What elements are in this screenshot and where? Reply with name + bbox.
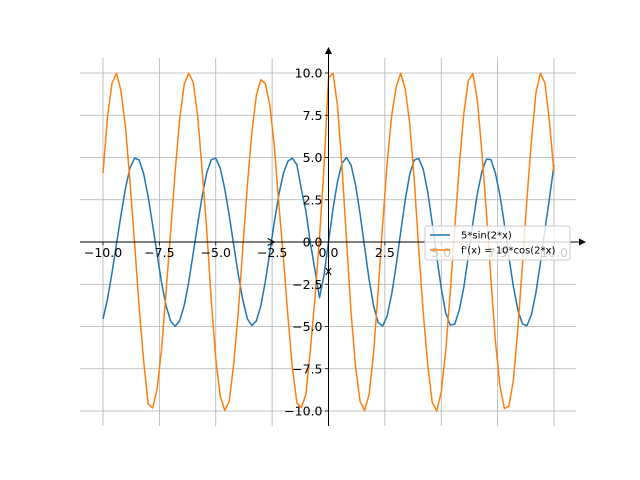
y-tick-label-1: −7.5 bbox=[292, 361, 322, 376]
legend-label-series-2: f'(x) = 10*cos(2*x) bbox=[461, 246, 555, 257]
legend-frame bbox=[424, 225, 571, 261]
x-axis-label: x bbox=[325, 263, 332, 278]
y-axis-arrow-icon bbox=[325, 47, 332, 54]
y-tick-label-4: 0.0 bbox=[303, 235, 323, 250]
x-tick-label-1: −7.5 bbox=[144, 245, 174, 260]
x-tick-label-0: −10.0 bbox=[84, 245, 122, 260]
x-tick-label-3: −2.5 bbox=[257, 245, 287, 260]
x-tick-label-2: −5.0 bbox=[201, 245, 231, 260]
y-tick-label-2: −5.0 bbox=[292, 319, 322, 334]
x-tick-label-5: 2.5 bbox=[375, 245, 395, 260]
y-tick-label-8: 10.0 bbox=[295, 66, 323, 81]
y-tick-label-6: 5.0 bbox=[303, 150, 323, 165]
legend: 5*sin(2*x) f'(x) = 10*cos(2*x) bbox=[424, 225, 571, 261]
y-tick-label-5: 2.5 bbox=[303, 192, 323, 207]
y-tick-label-3: −2.5 bbox=[292, 277, 322, 292]
legend-label-series-1: 5*sin(2*x) bbox=[461, 231, 512, 242]
y-tick-label-7: 7.5 bbox=[303, 108, 323, 123]
tick-labels: −10.0 −7.5 −5.0 −2.5 0.0 2.5 5.0 7.5 10.0 −10.0 −7… bbox=[84, 66, 568, 419]
x-axis-marker-icon bbox=[267, 238, 276, 246]
x-axis-arrow-icon bbox=[579, 238, 586, 246]
x-tick-label-4: 0.0 bbox=[319, 245, 339, 260]
y-tick-label-0: −10.0 bbox=[284, 404, 322, 419]
